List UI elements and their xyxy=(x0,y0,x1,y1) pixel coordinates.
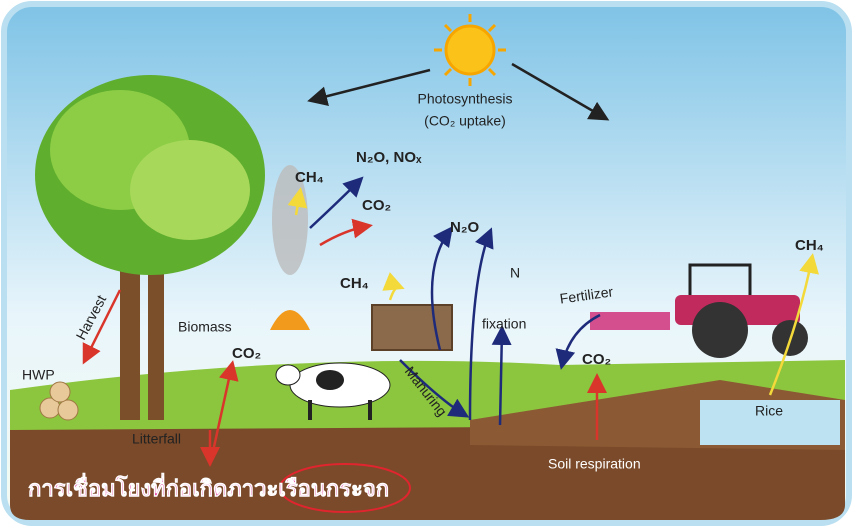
label: Litterfall xyxy=(132,431,181,447)
label: Rice xyxy=(755,403,783,419)
shape-circle xyxy=(692,302,748,358)
shape-rect xyxy=(148,260,164,420)
label: CO₂ xyxy=(232,345,261,362)
photosynthesis-title: Photosynthesis xyxy=(418,91,513,107)
label: CH₄ xyxy=(795,237,824,254)
label: N xyxy=(510,265,520,281)
shape-rect xyxy=(590,312,670,330)
label: CH₄ xyxy=(340,275,369,292)
page: Photosynthesis (CO₂ uptake) CH₄ N₂O, NOₓ… xyxy=(0,0,853,527)
shape-rect xyxy=(120,250,140,420)
label: N₂O, NOₓ xyxy=(356,149,422,166)
label: fixation xyxy=(482,316,526,332)
label: Soil respiration xyxy=(548,456,641,472)
label: Biomass xyxy=(178,319,232,335)
caption: การเชื่อมโยงที่ก่อเกิดภาวะเรือนกระจก xyxy=(28,472,389,501)
shape-circle xyxy=(446,26,494,74)
shape-ellipse xyxy=(276,365,300,385)
shape-rect xyxy=(372,305,452,350)
label: N₂O xyxy=(450,219,479,236)
photosynthesis-subtitle: (CO₂ uptake) xyxy=(424,113,506,129)
label: HWP xyxy=(22,367,55,383)
label: CO₂ xyxy=(362,197,391,214)
shape-circle xyxy=(50,382,70,402)
diagram: Photosynthesis (CO₂ uptake) CH₄ N₂O, NOₓ… xyxy=(0,0,853,527)
shape-circle xyxy=(58,400,78,420)
shape-ellipse xyxy=(130,140,250,240)
shape-ellipse xyxy=(316,370,344,390)
label: CH₄ xyxy=(295,169,324,186)
label: CO₂ xyxy=(582,351,611,368)
